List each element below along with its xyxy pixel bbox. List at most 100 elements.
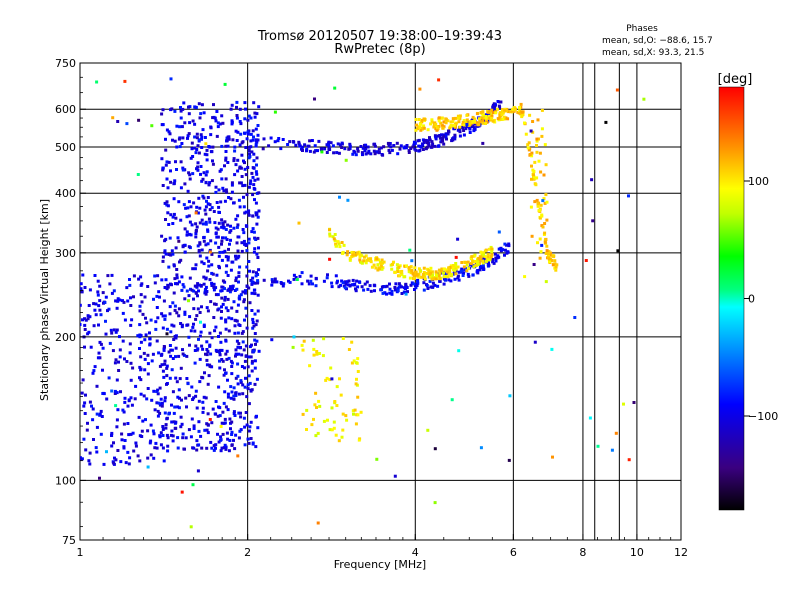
echo-point <box>169 169 172 173</box>
echo-point <box>462 265 466 269</box>
echo-point <box>115 391 119 395</box>
echo-point <box>198 283 201 287</box>
echo-point <box>255 377 259 381</box>
colorbar-tick-label: 0 <box>748 293 755 306</box>
echo-point <box>88 462 92 466</box>
echo-point <box>217 254 221 258</box>
x-tick-label: 12 <box>674 546 688 559</box>
echo-point <box>145 397 149 401</box>
echo-point <box>230 420 234 424</box>
echo-point <box>622 402 625 406</box>
echo-point <box>94 313 98 317</box>
echo-point <box>164 148 168 152</box>
echo-point <box>488 114 492 118</box>
echo-point <box>172 338 176 341</box>
echo-point <box>435 128 439 132</box>
echo-point <box>405 144 409 147</box>
echo-point <box>354 153 358 157</box>
echo-point <box>92 324 96 328</box>
echo-point <box>518 112 522 116</box>
echo-point <box>162 345 166 348</box>
echo-point <box>194 263 198 267</box>
echo-point <box>411 145 415 149</box>
echo-point <box>167 253 171 256</box>
echo-point <box>348 257 352 260</box>
echo-point <box>501 248 504 252</box>
echo-point <box>254 323 258 327</box>
echo-point <box>243 167 247 171</box>
echo-point <box>387 148 391 152</box>
echo-point <box>170 429 174 433</box>
echo-point <box>251 214 255 218</box>
echo-point <box>536 202 540 205</box>
echo-point <box>356 357 360 361</box>
echo-point <box>454 255 458 259</box>
echo-point <box>221 223 225 226</box>
echo-point <box>436 284 440 288</box>
echo-point <box>230 103 234 107</box>
echo-point <box>115 378 119 382</box>
echo-point <box>503 108 507 112</box>
echo-point <box>227 137 231 141</box>
echo-point <box>129 323 133 327</box>
echo-point <box>179 116 183 120</box>
echo-point <box>312 417 315 421</box>
echo-point <box>257 349 261 353</box>
echo-point <box>180 275 184 279</box>
echo-point <box>234 352 238 356</box>
echo-point <box>240 175 244 178</box>
echo-point <box>257 191 261 195</box>
echo-point <box>306 279 310 283</box>
echo-point <box>217 440 221 444</box>
echo-point <box>191 267 195 271</box>
echo-point <box>195 284 199 288</box>
echo-point <box>436 126 439 130</box>
echo-point <box>356 413 360 417</box>
echo-point <box>206 350 210 354</box>
echo-point <box>242 416 246 420</box>
echo-point <box>238 429 242 433</box>
echo-point <box>250 150 254 154</box>
echo-point <box>221 359 225 363</box>
echo-point <box>197 420 201 424</box>
echo-point <box>224 320 228 324</box>
echo-point <box>412 282 416 286</box>
echo-point <box>219 425 223 428</box>
echo-point <box>237 235 241 239</box>
echo-point <box>256 281 259 285</box>
echo-point <box>588 416 592 420</box>
echo-point <box>501 109 504 113</box>
echo-point <box>136 334 140 338</box>
echo-point <box>632 401 636 404</box>
echo-point <box>202 171 206 175</box>
echo-point <box>146 372 150 376</box>
echo-point <box>533 160 537 164</box>
echo-point <box>252 230 256 234</box>
phase-stats-x: mean, sd,X: 93.3, 21.5 <box>602 48 704 58</box>
echo-point <box>217 210 221 214</box>
echo-point <box>444 117 448 121</box>
echo-point <box>230 183 234 187</box>
echo-point <box>332 151 336 155</box>
echo-point <box>213 329 217 333</box>
echo-point <box>165 177 169 181</box>
echo-point <box>506 250 510 254</box>
echo-point <box>116 299 120 303</box>
echo-point <box>208 278 212 282</box>
echo-point <box>178 145 182 149</box>
echo-point <box>257 209 261 213</box>
echo-point <box>195 439 199 443</box>
echo-point <box>419 275 423 279</box>
echo-point <box>207 264 211 268</box>
echo-point <box>234 348 238 352</box>
echo-point <box>235 225 239 229</box>
echo-point <box>193 105 197 109</box>
echo-point <box>487 247 491 251</box>
echo-point <box>211 116 215 120</box>
echo-point <box>533 200 537 204</box>
echo-point <box>180 325 184 329</box>
echo-point <box>253 312 257 316</box>
echo-point <box>232 386 236 390</box>
echo-point <box>472 126 476 130</box>
echo-point <box>188 173 192 177</box>
